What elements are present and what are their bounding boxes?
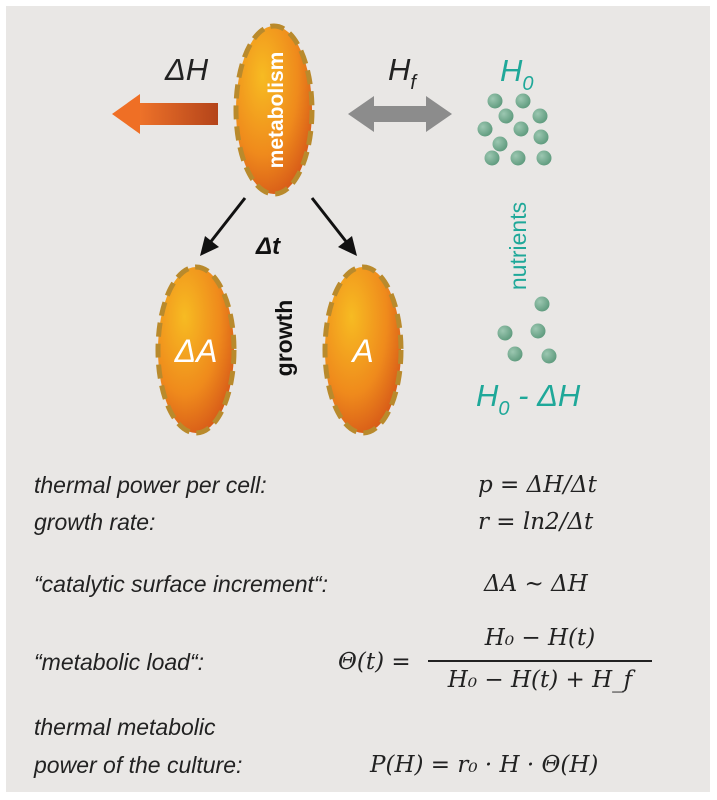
metabolic-load-label: “metabolic load“: (34, 649, 205, 675)
heat-output-arrow (112, 94, 218, 134)
nutrient-cluster-bottom (497, 296, 557, 364)
thermal-power-equation: p = ΔH/Δt (478, 472, 597, 498)
h0-minus-delta-h-label: H0 - ΔH (476, 378, 581, 420)
hf-label: Hf (388, 52, 418, 94)
culture-power-equation: P(H) = r₀ · H · Θ(H) (370, 752, 599, 778)
culture-power-label-line2: power of the culture: (34, 752, 243, 778)
metabolism-cell: metabolism (233, 23, 315, 197)
h0-label: H0 (500, 53, 534, 95)
nutrient-cluster-top (477, 93, 552, 166)
division-arrow-right (310, 197, 357, 256)
delta-h-label: ΔH (164, 52, 209, 87)
surface-increment-label: “catalytic surface increment“: (34, 571, 328, 597)
metabolism-label: metabolism (265, 52, 288, 169)
growth-label: growth (271, 300, 297, 377)
daughter-cell-delta-a: ΔA (155, 264, 237, 436)
surface-increment-equation: ΔA ~ ΔH (484, 571, 588, 597)
growth-rate-label: growth rate: (34, 509, 156, 535)
delta-a-label: ΔA (174, 333, 218, 369)
culture-power-label-line1: thermal metabolic (34, 714, 216, 740)
cell-growth-diagram: ΔH Hf metabolism Δt growth ΔA A H0 (112, 23, 581, 436)
fraction-bar (428, 660, 652, 662)
delta-t-label: Δt (255, 233, 281, 260)
division-arrow-left (200, 197, 247, 256)
a-label: A (350, 333, 373, 369)
growth-rate-equation: r = ln2/Δt (478, 509, 594, 535)
daughter-cell-a: A (322, 264, 404, 436)
exchange-double-arrow (348, 96, 452, 132)
metabolic-load-denominator: H₀ − H(t) + H_f (447, 667, 633, 693)
metabolic-load-numerator: H₀ − H(t) (484, 625, 596, 651)
nutrients-label: nutrients (505, 202, 531, 290)
thermal-power-label: thermal power per cell: (34, 472, 267, 498)
metabolic-load-lhs: Θ(t) = (338, 649, 411, 675)
